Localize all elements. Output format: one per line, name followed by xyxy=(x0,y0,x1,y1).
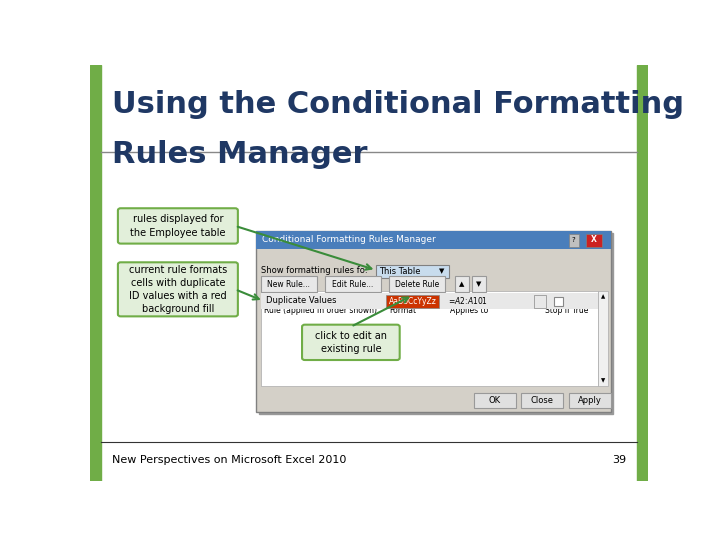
FancyBboxPatch shape xyxy=(118,208,238,244)
Bar xyxy=(637,65,648,481)
Bar xyxy=(261,293,598,309)
Text: ▲: ▲ xyxy=(601,294,606,299)
Text: Show formatting rules fo:: Show formatting rules fo: xyxy=(261,266,367,275)
Text: Apply: Apply xyxy=(577,396,602,405)
Text: ▲: ▲ xyxy=(459,281,464,287)
Bar xyxy=(90,65,101,481)
Text: Stop If True: Stop If True xyxy=(545,306,589,315)
Bar xyxy=(325,276,381,292)
Bar xyxy=(554,297,562,306)
Text: X: X xyxy=(591,235,597,245)
FancyBboxPatch shape xyxy=(302,325,400,360)
Bar xyxy=(598,292,608,386)
Bar xyxy=(258,233,613,414)
Bar xyxy=(521,393,563,408)
Text: Duplicate Values: Duplicate Values xyxy=(266,296,337,306)
Bar xyxy=(256,231,611,412)
Bar xyxy=(256,231,611,248)
Text: Conditional Formatting Rules Manager: Conditional Formatting Rules Manager xyxy=(262,235,436,245)
Text: This Table: This Table xyxy=(379,267,420,276)
Bar xyxy=(261,276,317,292)
Bar xyxy=(585,234,602,246)
Text: ▼: ▼ xyxy=(601,379,606,384)
Bar xyxy=(534,295,546,308)
Text: Using the Conditional Formatting: Using the Conditional Formatting xyxy=(112,90,684,119)
Text: Format: Format xyxy=(389,306,416,315)
Bar xyxy=(569,234,579,246)
Bar xyxy=(387,295,439,308)
Text: ?: ? xyxy=(572,237,576,243)
Bar xyxy=(472,276,485,292)
Text: 39: 39 xyxy=(612,455,626,465)
Bar xyxy=(569,393,611,408)
Text: current rule formats
cells with duplicate
ID values with a red
background fill: current rule formats cells with duplicat… xyxy=(129,265,227,314)
Text: New Perspectives on Microsoft Excel 2010: New Perspectives on Microsoft Excel 2010 xyxy=(112,455,346,465)
Bar xyxy=(455,276,469,292)
Text: click to edit an
existing rule: click to edit an existing rule xyxy=(315,330,387,354)
Text: Applies to: Applies to xyxy=(451,306,489,315)
Text: Rules Manager: Rules Manager xyxy=(112,140,367,168)
Bar xyxy=(389,276,445,292)
Text: AaBbCcYyZz: AaBbCcYyZz xyxy=(389,297,437,306)
Text: Edit Rule...: Edit Rule... xyxy=(332,280,374,289)
Text: New Rule...: New Rule... xyxy=(267,280,310,289)
Text: Rule (applied in order shown): Rule (applied in order shown) xyxy=(264,306,377,315)
Text: Delete Rule: Delete Rule xyxy=(395,280,439,289)
Text: ▼: ▼ xyxy=(439,268,445,274)
Bar xyxy=(377,265,449,278)
Text: =$A$2:$A$101: =$A$2:$A$101 xyxy=(448,295,487,307)
Text: rules displayed for
the Employee table: rules displayed for the Employee table xyxy=(130,214,225,238)
Bar xyxy=(261,292,598,386)
FancyBboxPatch shape xyxy=(118,262,238,316)
Text: ▼: ▼ xyxy=(476,281,482,287)
Bar xyxy=(474,393,516,408)
Text: OK: OK xyxy=(489,396,501,405)
Text: Close: Close xyxy=(531,396,554,405)
